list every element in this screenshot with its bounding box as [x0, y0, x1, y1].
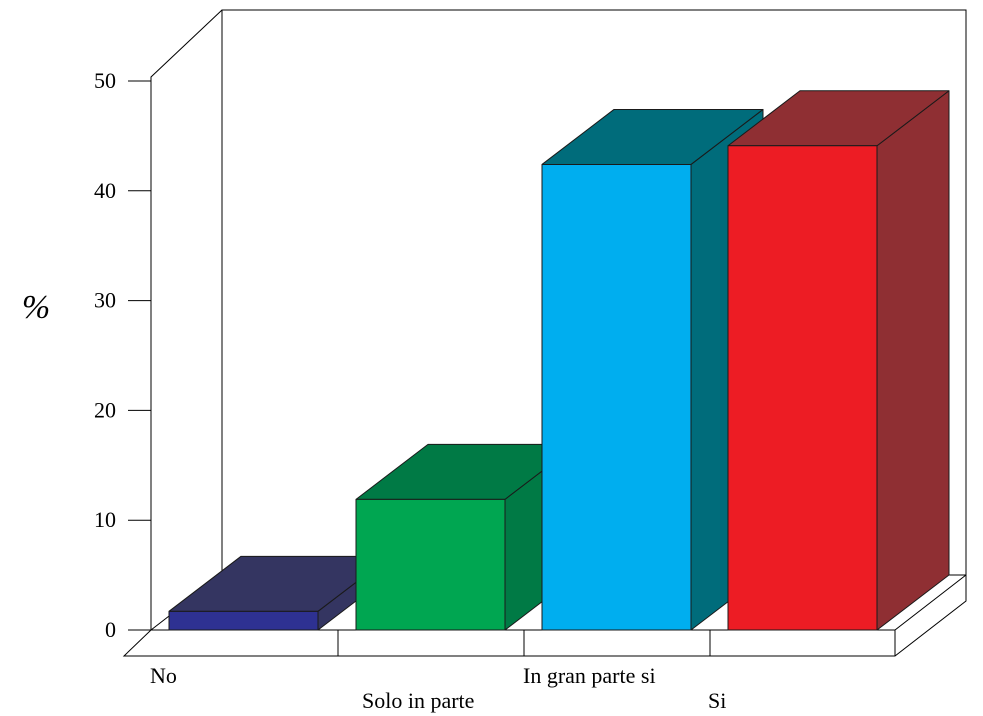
y-tick-label: 0 — [105, 617, 116, 642]
x-axis-labels: No Solo in parte In gran parte si Si — [150, 663, 726, 713]
bar-side-face — [876, 90, 950, 631]
y-axis-label: % — [22, 289, 50, 326]
bar-front-face — [541, 163, 692, 631]
bar-si — [727, 90, 950, 631]
y-tick-label: 40 — [94, 178, 116, 203]
x-tick-label: No — [150, 663, 177, 688]
x-tick-label: In gran parte si — [523, 663, 656, 688]
bar-front-face — [727, 145, 878, 631]
x-tick-label: Si — [708, 688, 726, 713]
bar-front-face — [355, 498, 506, 631]
left-wall — [150, 9, 223, 630]
bar-front-face — [168, 610, 319, 631]
x-tick-label: Solo in parte — [362, 688, 474, 713]
y-tick-label: 30 — [94, 288, 116, 313]
back-wall — [221, 9, 967, 630]
y-axis-ticks: 0 10 20 30 40 50 — [94, 68, 151, 642]
y-tick-label: 10 — [94, 507, 116, 532]
y-tick-label: 50 — [94, 68, 116, 93]
bars — [168, 90, 950, 631]
y-tick-label: 20 — [94, 397, 116, 422]
bar-no — [168, 555, 391, 631]
